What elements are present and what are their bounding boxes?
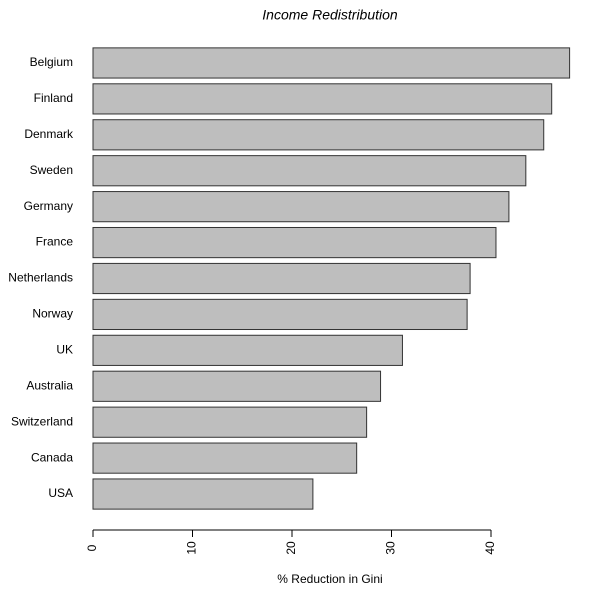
y-tick-label: Australia (26, 378, 73, 392)
y-tick-label: UK (56, 343, 73, 357)
bar (92, 47, 571, 79)
y-tick-label: USA (48, 486, 73, 500)
chart-title: Income Redistribution (262, 7, 398, 23)
bar (92, 406, 368, 438)
x-tick-label: 10 (185, 541, 199, 555)
y-tick-label: Germany (24, 199, 73, 213)
bar (92, 262, 471, 295)
bar (92, 191, 510, 223)
y-tick-label: Switzerland (11, 414, 73, 428)
bar (92, 155, 527, 187)
bar (92, 442, 358, 474)
bar (92, 226, 497, 259)
bar (92, 370, 382, 402)
bar (92, 83, 553, 115)
x-tick-label: 0 (85, 544, 99, 551)
x-tick-label: 30 (384, 541, 398, 555)
x-tick-label: 20 (284, 541, 298, 555)
y-tick-label: Canada (31, 450, 73, 464)
y-tick-label: Belgium (30, 55, 73, 69)
y-tick-label: France (36, 235, 74, 249)
y-tick-label: Sweden (30, 163, 73, 177)
y-tick-label: Denmark (24, 127, 74, 141)
bar (92, 119, 545, 151)
bar (92, 298, 468, 331)
x-axis-label: % Reduction in Gini (277, 572, 382, 586)
y-tick-label: Finland (34, 91, 73, 105)
x-tick-label: 40 (483, 541, 497, 555)
bar (92, 334, 403, 366)
y-tick-label: Norway (32, 307, 73, 321)
y-tick-label: Netherlands (8, 271, 73, 285)
bar (92, 478, 314, 510)
